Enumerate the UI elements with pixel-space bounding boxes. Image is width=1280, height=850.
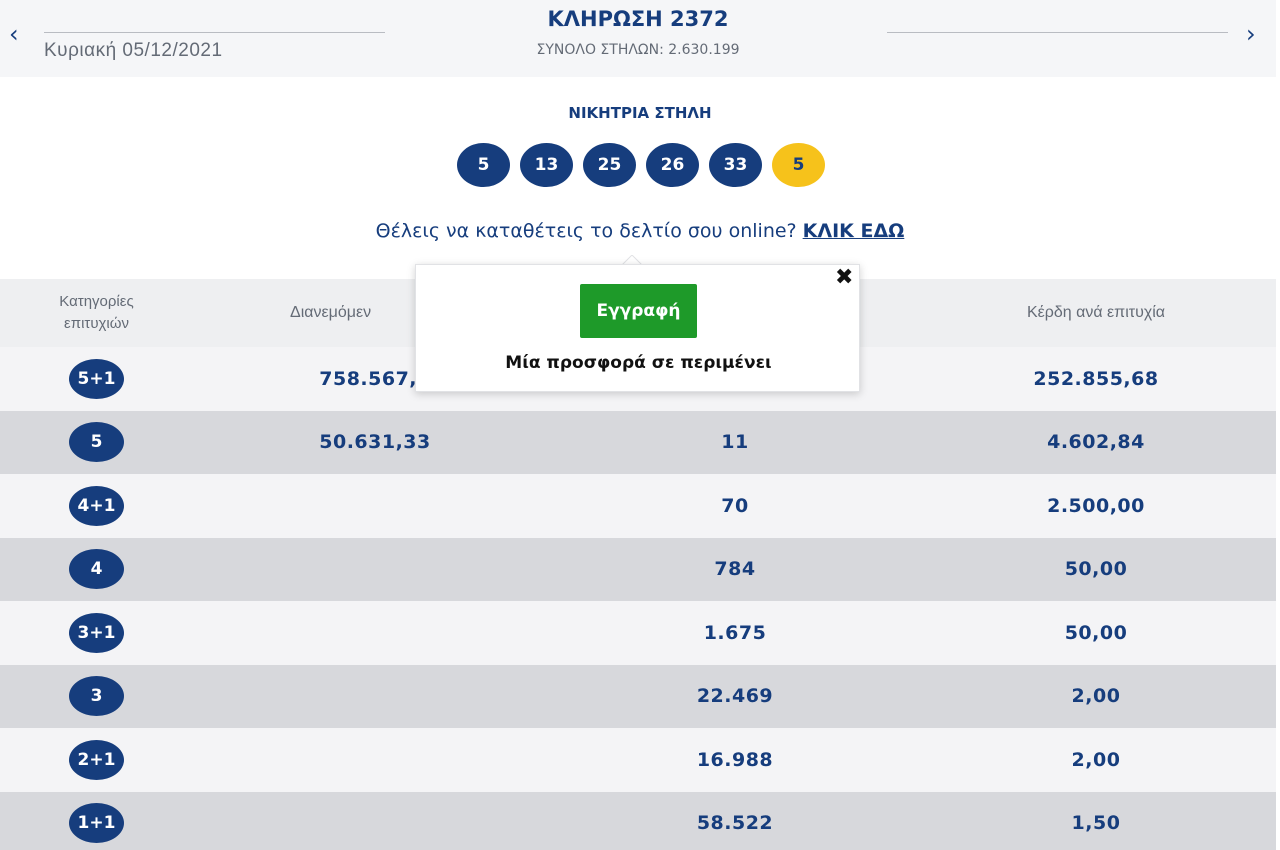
draw-header: ‹ Κυριακή 05/12/2021 ΚΛΗΡΩΣΗ 2372 ΣΥΝΟΛΟ… [0,0,1276,77]
online-prompt: Θέλεις να καταθέτεις το δελτίο σου onlin… [0,220,1280,242]
previous-draw-arrow-icon[interactable]: ‹ [9,20,19,48]
prize-amount: 2,00 [1071,685,1121,708]
click-here-link[interactable]: ΚΛΙΚ ΕΔΩ [802,220,905,242]
prize-amount: 2,00 [1071,748,1121,771]
winners-count: 11 [721,431,749,454]
offer-popup: ✖ Εγγραφή Μία προσφορά σε περιμένει [415,264,860,392]
winners-count: 70 [721,494,749,517]
distributed-amount: 758.567,0 [319,367,431,390]
category-badge: 3+1 [69,612,124,653]
winning-number-ball: 25 [583,143,636,187]
table-row: 5 50.631,33 11 4.602,84 [0,410,1276,474]
next-draw-arrow-icon[interactable]: › [1246,20,1256,48]
distributed-amount: 50.631,33 [319,431,431,454]
header-category: Κατηγορίες επιτυχιών [59,293,134,332]
winning-number-ball: 26 [646,143,699,187]
winners-count: 58.522 [696,812,774,835]
winners-count: 16.988 [696,748,774,771]
winning-column-title: ΝΙΚΗΤΡΙΑ ΣΤΗΛΗ [568,104,712,122]
header-divider-left [44,32,385,33]
results-table: Κατηγορίες επιτυχιών Διανεμόμεν Κέρδη αν… [0,279,1276,850]
winning-number-ball: 33 [709,143,762,187]
winning-number-ball: 13 [520,143,573,187]
prize-amount: 50,00 [1064,621,1128,644]
offer-text: Μία προσφορά σε περιμένει [505,353,772,373]
table-row: 4+1 70 2.500,00 [0,474,1276,538]
winners-count: 784 [714,558,756,581]
prize-amount: 50,00 [1064,558,1128,581]
category-badge: 2+1 [69,739,124,780]
category-badge: 3 [69,676,124,717]
category-badge: 5+1 [69,358,124,399]
prize-amount: 252.855,68 [1033,367,1159,390]
table-row: 3+1 1.675 50,00 [0,601,1276,665]
category-badge: 1+1 [69,803,124,844]
close-icon[interactable]: ✖ [835,265,854,290]
winning-numbers: 5 13 25 26 33 5 [457,143,825,187]
table-row: 2+1 16.988 2,00 [0,728,1276,792]
winning-number-ball: 5 [457,143,510,187]
winners-count: 22.469 [696,685,774,708]
table-row: 1+1 58.522 1,50 [0,791,1276,850]
winners-count: 1.675 [703,621,767,644]
draw-date: Κυριακή 05/12/2021 [44,40,223,61]
prize-amount: 2.500,00 [1047,494,1145,517]
joker-number-ball: 5 [772,143,825,187]
category-badge: 4+1 [69,485,124,526]
category-badge: 4 [69,549,124,590]
online-prompt-text: Θέλεις να καταθέτεις το δελτίο σου onlin… [375,220,797,242]
draw-title: ΚΛΗΡΩΣΗ 2372 [547,7,729,31]
prize-amount: 4.602,84 [1047,431,1145,454]
total-columns: ΣΥΝΟΛΟ ΣΤΗΛΩΝ: 2.630.199 [536,42,740,58]
prize-amount: 1,50 [1071,812,1121,835]
table-row: 3 22.469 2,00 [0,664,1276,728]
category-badge: 5 [69,422,124,463]
header-distributed: Διανεμόμεν [290,304,372,321]
header-winnings-per-win: Κέρδη ανά επιτυχία [1026,304,1166,321]
header-divider-right [887,32,1228,33]
register-button[interactable]: Εγγραφή [580,284,697,338]
table-row: 4 784 50,00 [0,537,1276,601]
